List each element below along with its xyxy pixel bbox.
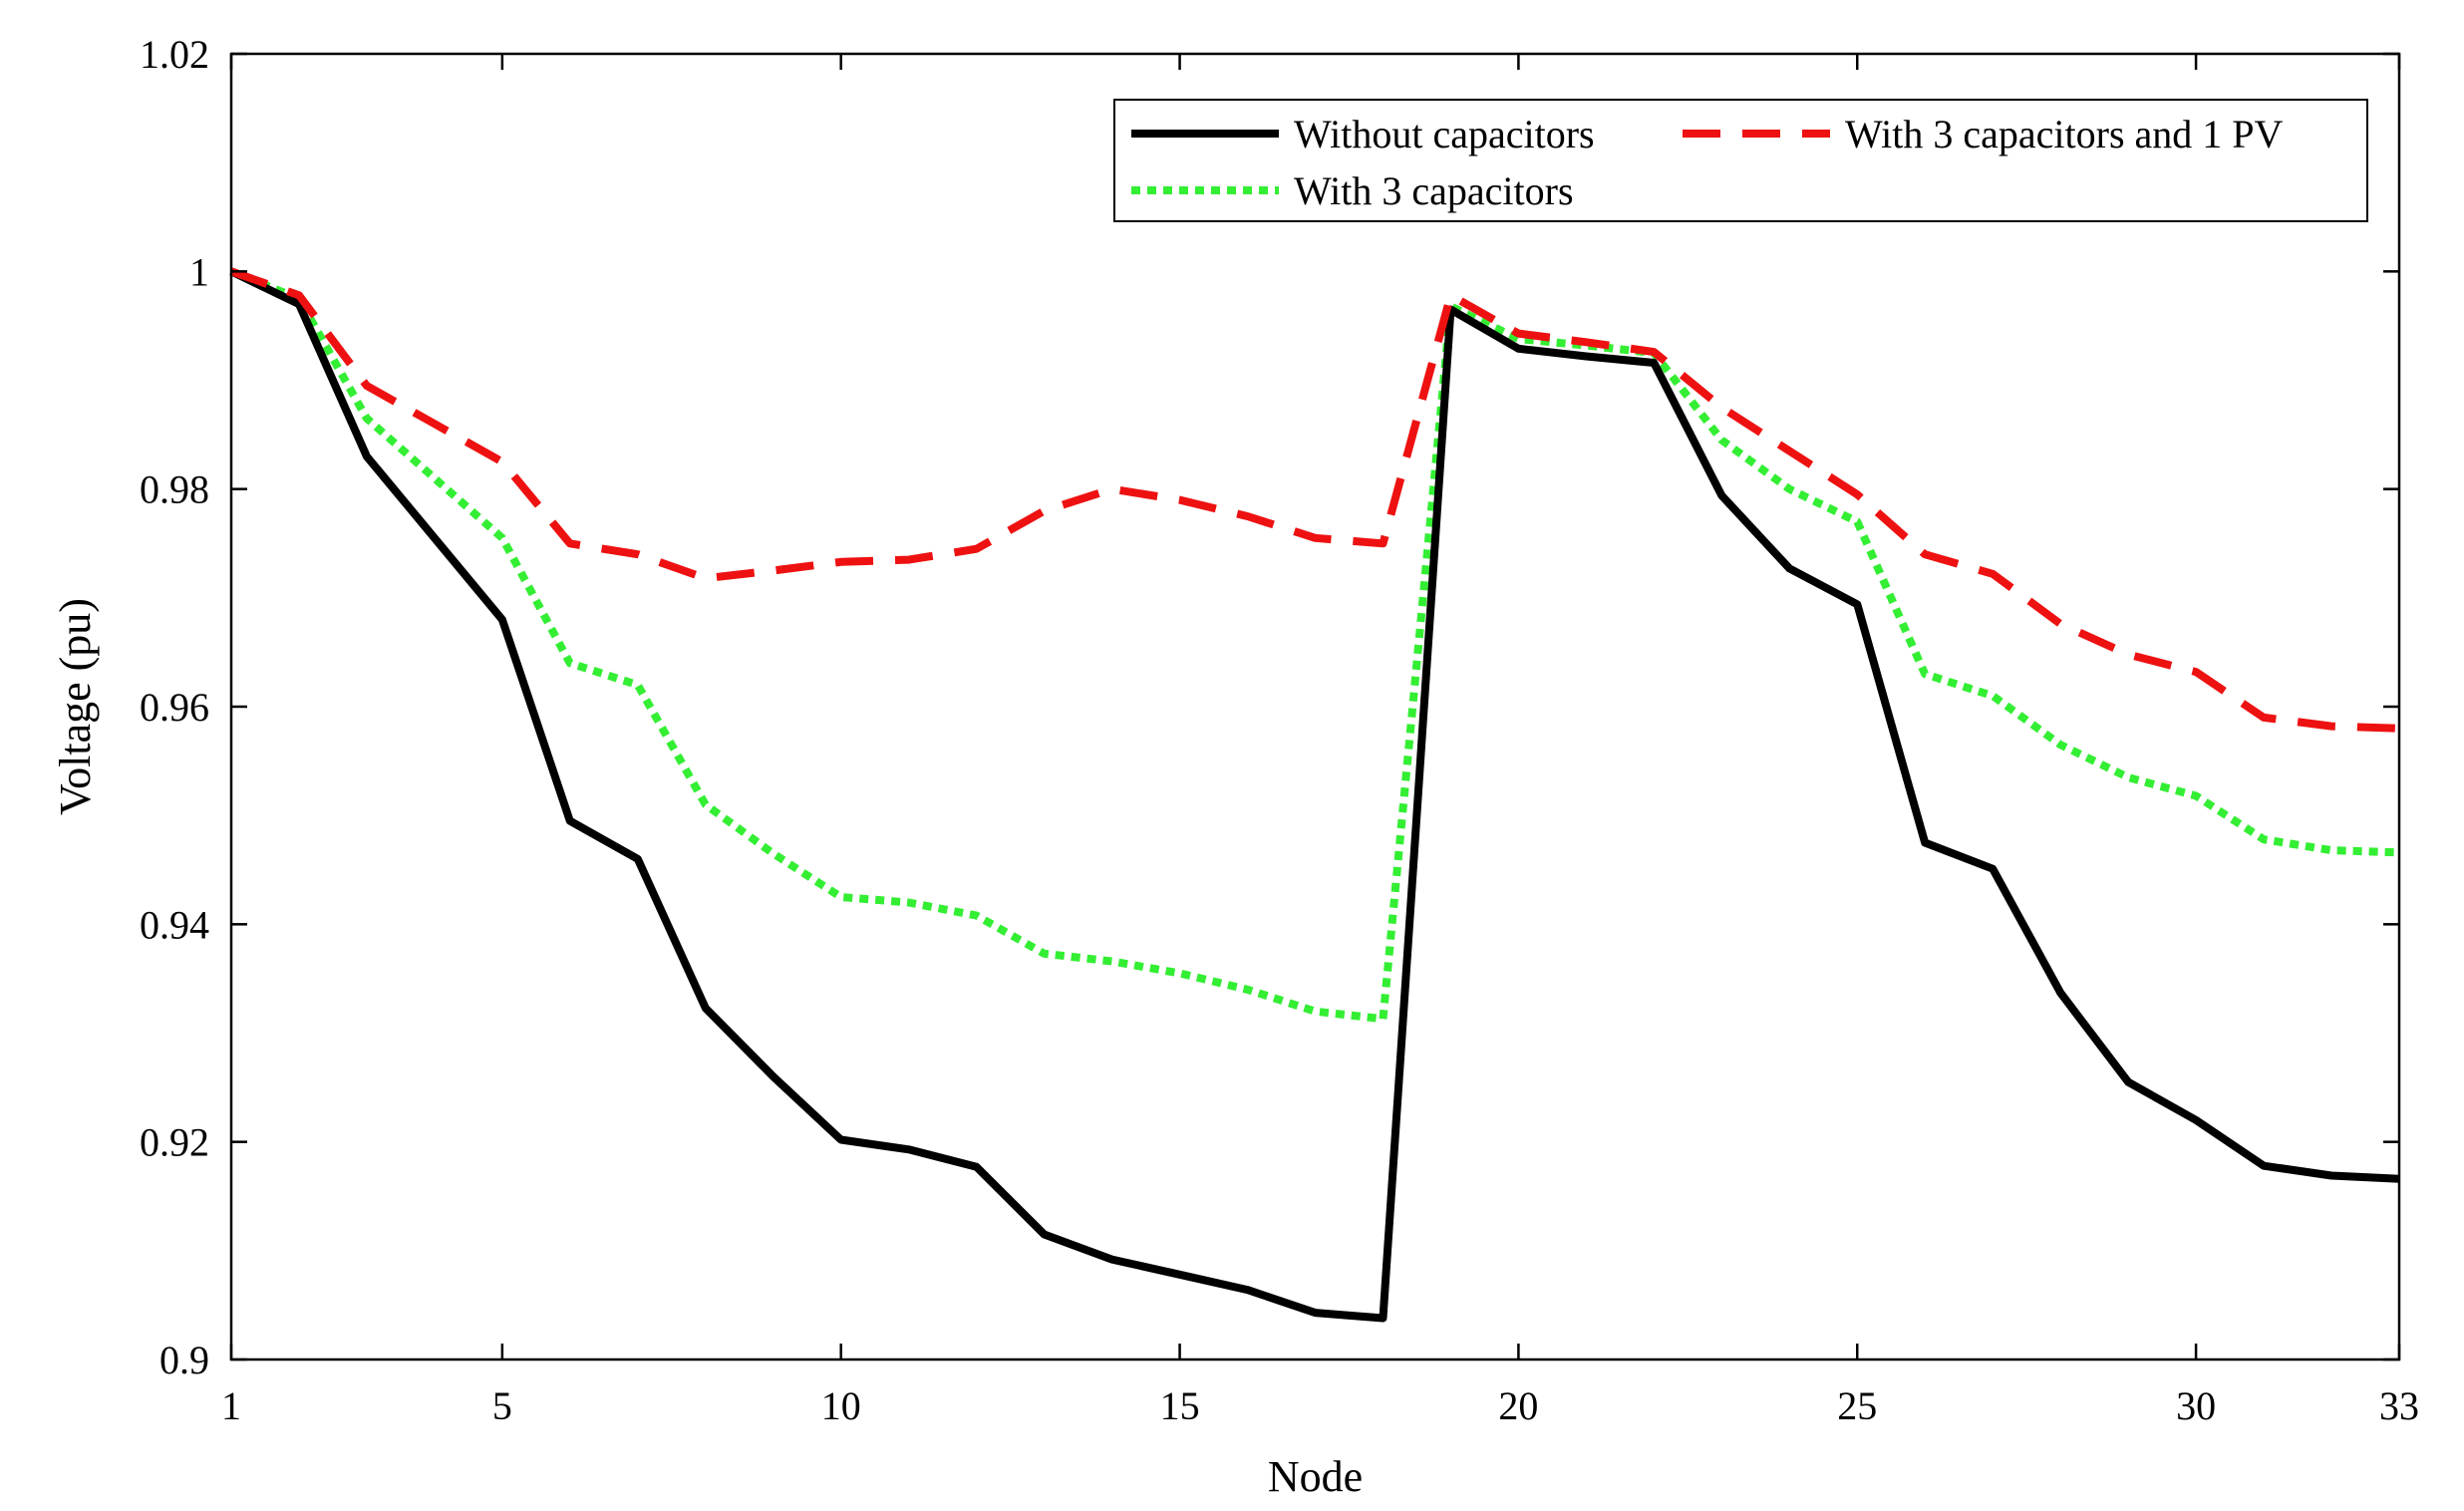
legend-label-without-capacitors: Without capacitors <box>1294 112 1595 156</box>
series-line-with-3-capacitors <box>229 267 2400 1024</box>
y-tick-label: 0.98 <box>140 467 209 512</box>
legend-box <box>1113 99 2368 222</box>
x-tick-label: 1 <box>221 1383 241 1428</box>
x-tick-label: 30 <box>2176 1383 2216 1428</box>
x-tick-label: 5 <box>492 1383 512 1428</box>
y-axis-title: Voltage (pu) <box>51 598 100 815</box>
legend-label-with-3-capacitors-and-1-pv: With 3 capacitors and 1 PV <box>1845 112 2284 156</box>
y-tick-label: 0.9 <box>159 1338 209 1382</box>
series-layer <box>229 267 2400 1323</box>
x-tick-label: 20 <box>1498 1383 1538 1428</box>
x-tick-label: 25 <box>1837 1383 1877 1428</box>
legend-label-with-3-capacitors: With 3 capacitors <box>1294 168 1574 213</box>
series-line-without-capacitors <box>229 267 2400 1323</box>
x-tick-label: 15 <box>1160 1383 1200 1428</box>
x-tick-label: 33 <box>2379 1383 2419 1428</box>
y-tick-label: 0.96 <box>140 685 209 730</box>
x-tick-label: 10 <box>821 1383 861 1428</box>
y-tick-label: 0.94 <box>140 902 209 947</box>
y-tick-label: 1 <box>189 249 209 294</box>
y-tick-label: 1.02 <box>140 32 209 77</box>
series-line-with-3-capacitors-and-1-pv <box>229 267 2400 733</box>
legend: Without capacitors With 3 capacitors and… <box>1113 99 2368 222</box>
y-tick-label: 0.92 <box>140 1120 209 1165</box>
x-axis-title: Node <box>1268 1452 1363 1501</box>
